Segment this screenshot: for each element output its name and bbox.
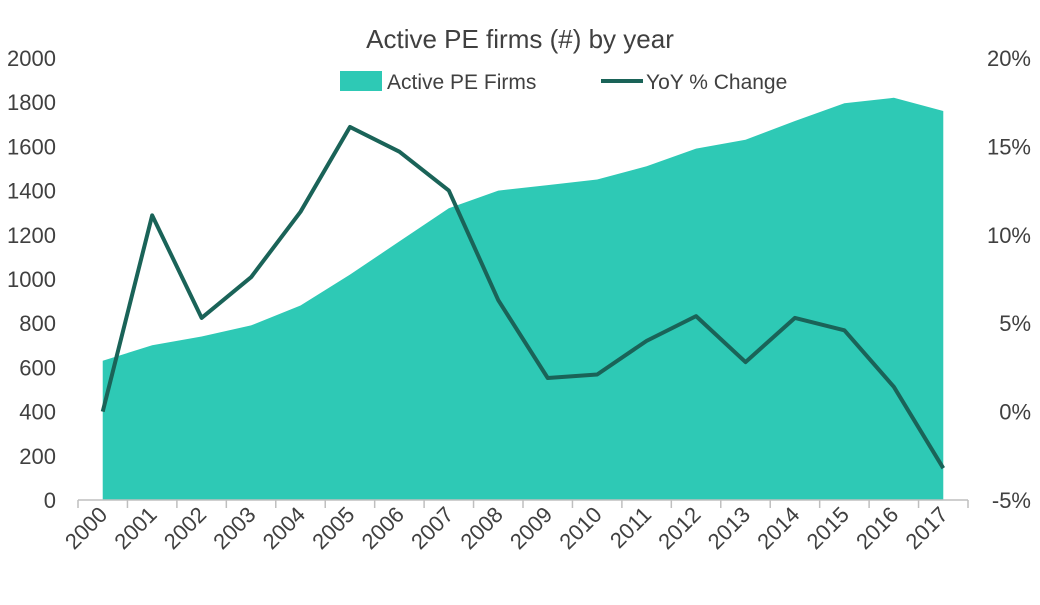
left-tick-label: 1800 [7, 90, 56, 115]
right-tick-label: -5% [992, 488, 1031, 513]
x-tick-label: 2003 [208, 502, 260, 554]
line-point-2011 [645, 339, 649, 343]
line-point-2001 [150, 213, 154, 217]
left-tick-label: 1200 [7, 223, 56, 248]
right-tick-label: 20% [987, 46, 1031, 71]
left-tick-label: 1000 [7, 267, 56, 292]
left-tick-label: 800 [19, 311, 56, 336]
x-tick-label: 2014 [752, 502, 804, 554]
x-tick-label: 2010 [554, 502, 606, 554]
x-tick-label: 2017 [901, 502, 953, 554]
area-point-2008 [496, 189, 500, 193]
x-tick-label: 2016 [851, 502, 903, 554]
area-point-2015 [842, 101, 846, 105]
line-point-2016 [892, 385, 896, 389]
left-tick-label: 400 [19, 400, 56, 425]
area-point-2010 [595, 178, 599, 182]
line-point-2003 [249, 275, 253, 279]
line-point-2010 [595, 372, 599, 376]
x-tick-label: 2005 [307, 502, 359, 554]
area-point-2017 [941, 109, 945, 113]
area-point-2014 [793, 119, 797, 123]
area-point-2004 [299, 304, 303, 308]
line-point-2006 [397, 150, 401, 154]
left-axis: 0 200 400 600 800 1000 1200 1400 1600 1800 2000 [7, 46, 56, 513]
line-point-2009 [546, 376, 550, 380]
left-tick-label: 1600 [7, 134, 56, 159]
area-point-2002 [200, 334, 204, 338]
line-point-2000 [101, 410, 105, 414]
left-tick-label: 200 [19, 444, 56, 469]
area-point-2000 [101, 359, 105, 363]
line-point-2005 [348, 125, 352, 129]
x-tick-label: 2012 [653, 502, 705, 554]
x-tick-label: 2001 [109, 502, 161, 554]
x-axis: 2000200120022003200420052006200720082009… [60, 500, 969, 554]
left-tick-label: 2000 [7, 46, 56, 71]
area-point-2001 [150, 343, 154, 347]
right-tick-label: 10% [987, 223, 1031, 248]
line-point-2008 [496, 298, 500, 302]
area-point-2003 [249, 323, 253, 327]
right-tick-label: 0% [999, 400, 1031, 425]
area-point-2012 [694, 147, 698, 151]
left-tick-label: 1400 [7, 179, 56, 204]
line-point-2015 [842, 328, 846, 332]
area-series-active-pe-firms [102, 97, 944, 500]
x-tick-label: 2009 [505, 502, 557, 554]
area-point-2013 [744, 138, 748, 142]
left-tick-label: 0 [44, 488, 56, 513]
area-point-2006 [397, 239, 401, 243]
area-point-2009 [546, 183, 550, 187]
legend-label-line: YoY % Change [646, 71, 787, 94]
line-point-2012 [694, 314, 698, 318]
right-tick-label: 5% [999, 311, 1031, 336]
chart-title: Active PE firms (#) by year [366, 24, 674, 54]
line-point-2013 [744, 360, 748, 364]
x-tick-label: 2011 [605, 502, 656, 553]
legend-swatch-area [340, 71, 382, 91]
x-tick-label: 2002 [159, 502, 211, 554]
area-point-2011 [645, 164, 649, 168]
area-point-2005 [348, 273, 352, 277]
area-point-2016 [892, 96, 896, 100]
area-point-2007 [447, 206, 451, 210]
x-tick-label: 2006 [357, 502, 409, 554]
plot-area [78, 96, 968, 501]
right-tick-label: 15% [987, 134, 1031, 159]
line-series-yoy-change [100, 124, 945, 470]
x-tick-label: 2007 [406, 502, 458, 554]
x-tick-label: 2008 [456, 502, 508, 554]
x-tick-label: 2013 [703, 502, 755, 554]
line-point-2002 [200, 316, 204, 320]
left-tick-label: 600 [19, 355, 56, 380]
right-axis: -5% 0% 5% 10% 15% 20% [987, 46, 1031, 513]
legend-label-area: Active PE Firms [387, 71, 536, 94]
legend: Active PE Firms YoY % Change [340, 71, 787, 94]
x-tick-label: 2015 [802, 502, 854, 554]
line-point-2007 [447, 189, 451, 193]
line-point-2004 [299, 210, 303, 214]
line-point-2014 [793, 316, 797, 320]
x-tick-label: 2004 [258, 502, 310, 554]
x-tick-label: 2000 [60, 502, 112, 554]
line-point-2017 [941, 466, 945, 470]
